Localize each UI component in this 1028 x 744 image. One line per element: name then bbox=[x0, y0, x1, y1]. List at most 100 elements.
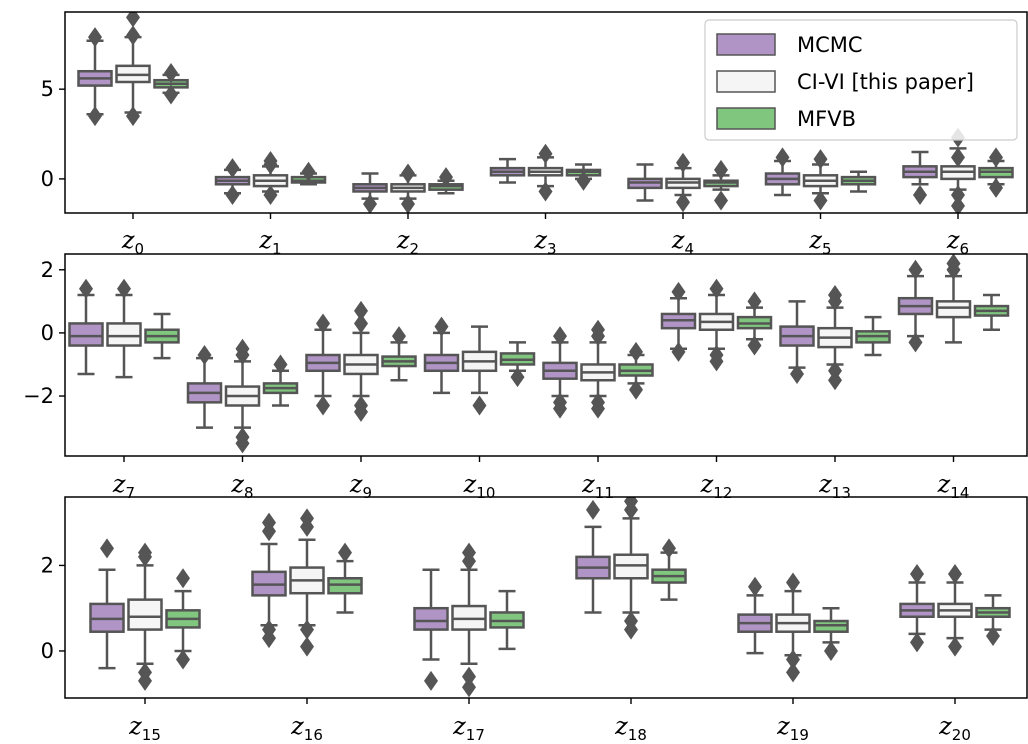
box-mcmc-z2 bbox=[352, 172, 388, 213]
box-body bbox=[413, 606, 449, 631]
box-mcmc-z18 bbox=[575, 499, 611, 614]
outlier-marker bbox=[424, 670, 438, 691]
outlier-marker bbox=[225, 185, 240, 206]
y-tick-label: 0 bbox=[41, 639, 54, 663]
axes-frame bbox=[64, 11, 1028, 214]
outlier-marker bbox=[786, 572, 800, 593]
outlier-marker bbox=[117, 278, 131, 299]
category-z0 bbox=[77, 12, 189, 127]
outlier-marker bbox=[591, 392, 605, 413]
outlier-marker bbox=[100, 538, 114, 559]
box-ci-vi-z9 bbox=[343, 300, 379, 422]
outlier-marker bbox=[951, 185, 965, 206]
box-body bbox=[68, 322, 104, 347]
box-mcmc-z14 bbox=[897, 259, 934, 353]
outlier-marker bbox=[235, 427, 250, 448]
outlier-marker bbox=[79, 278, 93, 299]
outlier-marker bbox=[629, 341, 643, 362]
outlier-marker bbox=[316, 313, 330, 334]
outlier-marker bbox=[709, 345, 724, 365]
outlier-marker bbox=[586, 499, 600, 520]
box-mcmc-z16 bbox=[251, 512, 287, 649]
outlier-marker bbox=[714, 159, 728, 180]
box-mcmc-z4 bbox=[627, 163, 663, 202]
box-ci-vi-z15 bbox=[127, 542, 163, 691]
outlier-marker bbox=[354, 313, 368, 334]
x-tick-label: z4 bbox=[671, 226, 694, 258]
outlier-marker bbox=[538, 181, 553, 202]
box-ci-vi-z20 bbox=[937, 563, 973, 657]
box-ci-vi-z11 bbox=[580, 319, 616, 419]
plot-area bbox=[89, 497, 1011, 698]
box-mfvb-z20 bbox=[975, 594, 1011, 646]
box-ci-vi-z6 bbox=[940, 127, 976, 213]
outlier-marker bbox=[629, 379, 643, 400]
outlier-marker bbox=[401, 163, 415, 184]
outlier-marker bbox=[790, 363, 804, 384]
outlier-marker bbox=[225, 158, 240, 179]
x-tick-label: z18 bbox=[614, 712, 647, 744]
outlier-marker bbox=[828, 285, 842, 306]
box-mfvb-z1 bbox=[290, 161, 327, 186]
outlier-marker bbox=[392, 326, 406, 347]
box-ci-vi-z18 bbox=[613, 497, 649, 640]
outlier-marker bbox=[553, 392, 567, 413]
outlier-marker bbox=[164, 63, 178, 84]
box-mfvb-z17 bbox=[489, 589, 525, 651]
box-mcmc-z11 bbox=[542, 326, 578, 419]
box-ci-vi-z1 bbox=[252, 150, 289, 206]
outlier-marker bbox=[775, 147, 790, 168]
box-mcmc-z10 bbox=[423, 316, 460, 395]
box-mcmc-z12 bbox=[660, 281, 697, 362]
box-mcmc-z13 bbox=[779, 300, 815, 384]
box-mfvb-z2 bbox=[428, 167, 464, 195]
outlier-marker bbox=[714, 190, 728, 211]
x-tick-label: z0 bbox=[121, 226, 144, 258]
x-tick-label: z7 bbox=[112, 470, 135, 502]
box-ci-vi-z8 bbox=[224, 338, 261, 454]
category-z10 bbox=[423, 316, 536, 416]
box-ci-vi-z12 bbox=[698, 278, 735, 372]
box-mfvb-z0 bbox=[153, 63, 189, 105]
box-mfvb-z8 bbox=[262, 354, 299, 407]
x-tick-label: z5 bbox=[808, 226, 831, 258]
box-mfvb-z16 bbox=[327, 542, 363, 614]
outlier-marker bbox=[176, 649, 190, 670]
box-mfvb-z6 bbox=[978, 147, 1014, 198]
x-tick-label: z16 bbox=[290, 712, 323, 744]
outlier-marker bbox=[828, 360, 842, 381]
outlier-marker bbox=[262, 619, 276, 640]
outlier-marker bbox=[138, 542, 152, 563]
outlier-marker bbox=[986, 625, 1000, 646]
box-mcmc-z7 bbox=[68, 278, 104, 376]
box-mfvb-z12 bbox=[736, 291, 773, 356]
box-mcmc-z20 bbox=[899, 563, 935, 653]
outlier-marker bbox=[126, 106, 140, 127]
outlier-marker bbox=[786, 662, 800, 683]
outlier-marker bbox=[401, 194, 415, 213]
box-mfvb-z5 bbox=[840, 170, 877, 193]
box-body bbox=[935, 300, 972, 319]
outlier-marker bbox=[671, 341, 686, 362]
category-z6 bbox=[902, 127, 1014, 213]
box-body bbox=[127, 598, 163, 631]
outlier-marker bbox=[948, 563, 962, 584]
outlier-marker bbox=[709, 278, 724, 299]
category-z1 bbox=[214, 150, 327, 206]
box-ci-vi-z0 bbox=[115, 12, 151, 127]
box-mfvb-z13 bbox=[855, 315, 891, 357]
outlier-marker bbox=[951, 147, 965, 168]
outlier-marker bbox=[538, 143, 553, 164]
axes-frame bbox=[64, 253, 1028, 457]
outlier-marker bbox=[676, 152, 690, 173]
outlier-marker bbox=[138, 662, 152, 683]
box-ci-vi-z7 bbox=[106, 278, 142, 379]
outlier-marker bbox=[910, 563, 924, 584]
y-tick-label: 5 bbox=[41, 77, 54, 101]
y-tick-label: 0 bbox=[41, 321, 54, 345]
outlier-marker bbox=[88, 27, 102, 48]
box-ci-vi-z13 bbox=[817, 285, 853, 391]
legend-frame bbox=[704, 19, 1018, 141]
panel-3: 0 2 z15 z16 z17 z18 z19 z20 bbox=[41, 496, 1028, 744]
